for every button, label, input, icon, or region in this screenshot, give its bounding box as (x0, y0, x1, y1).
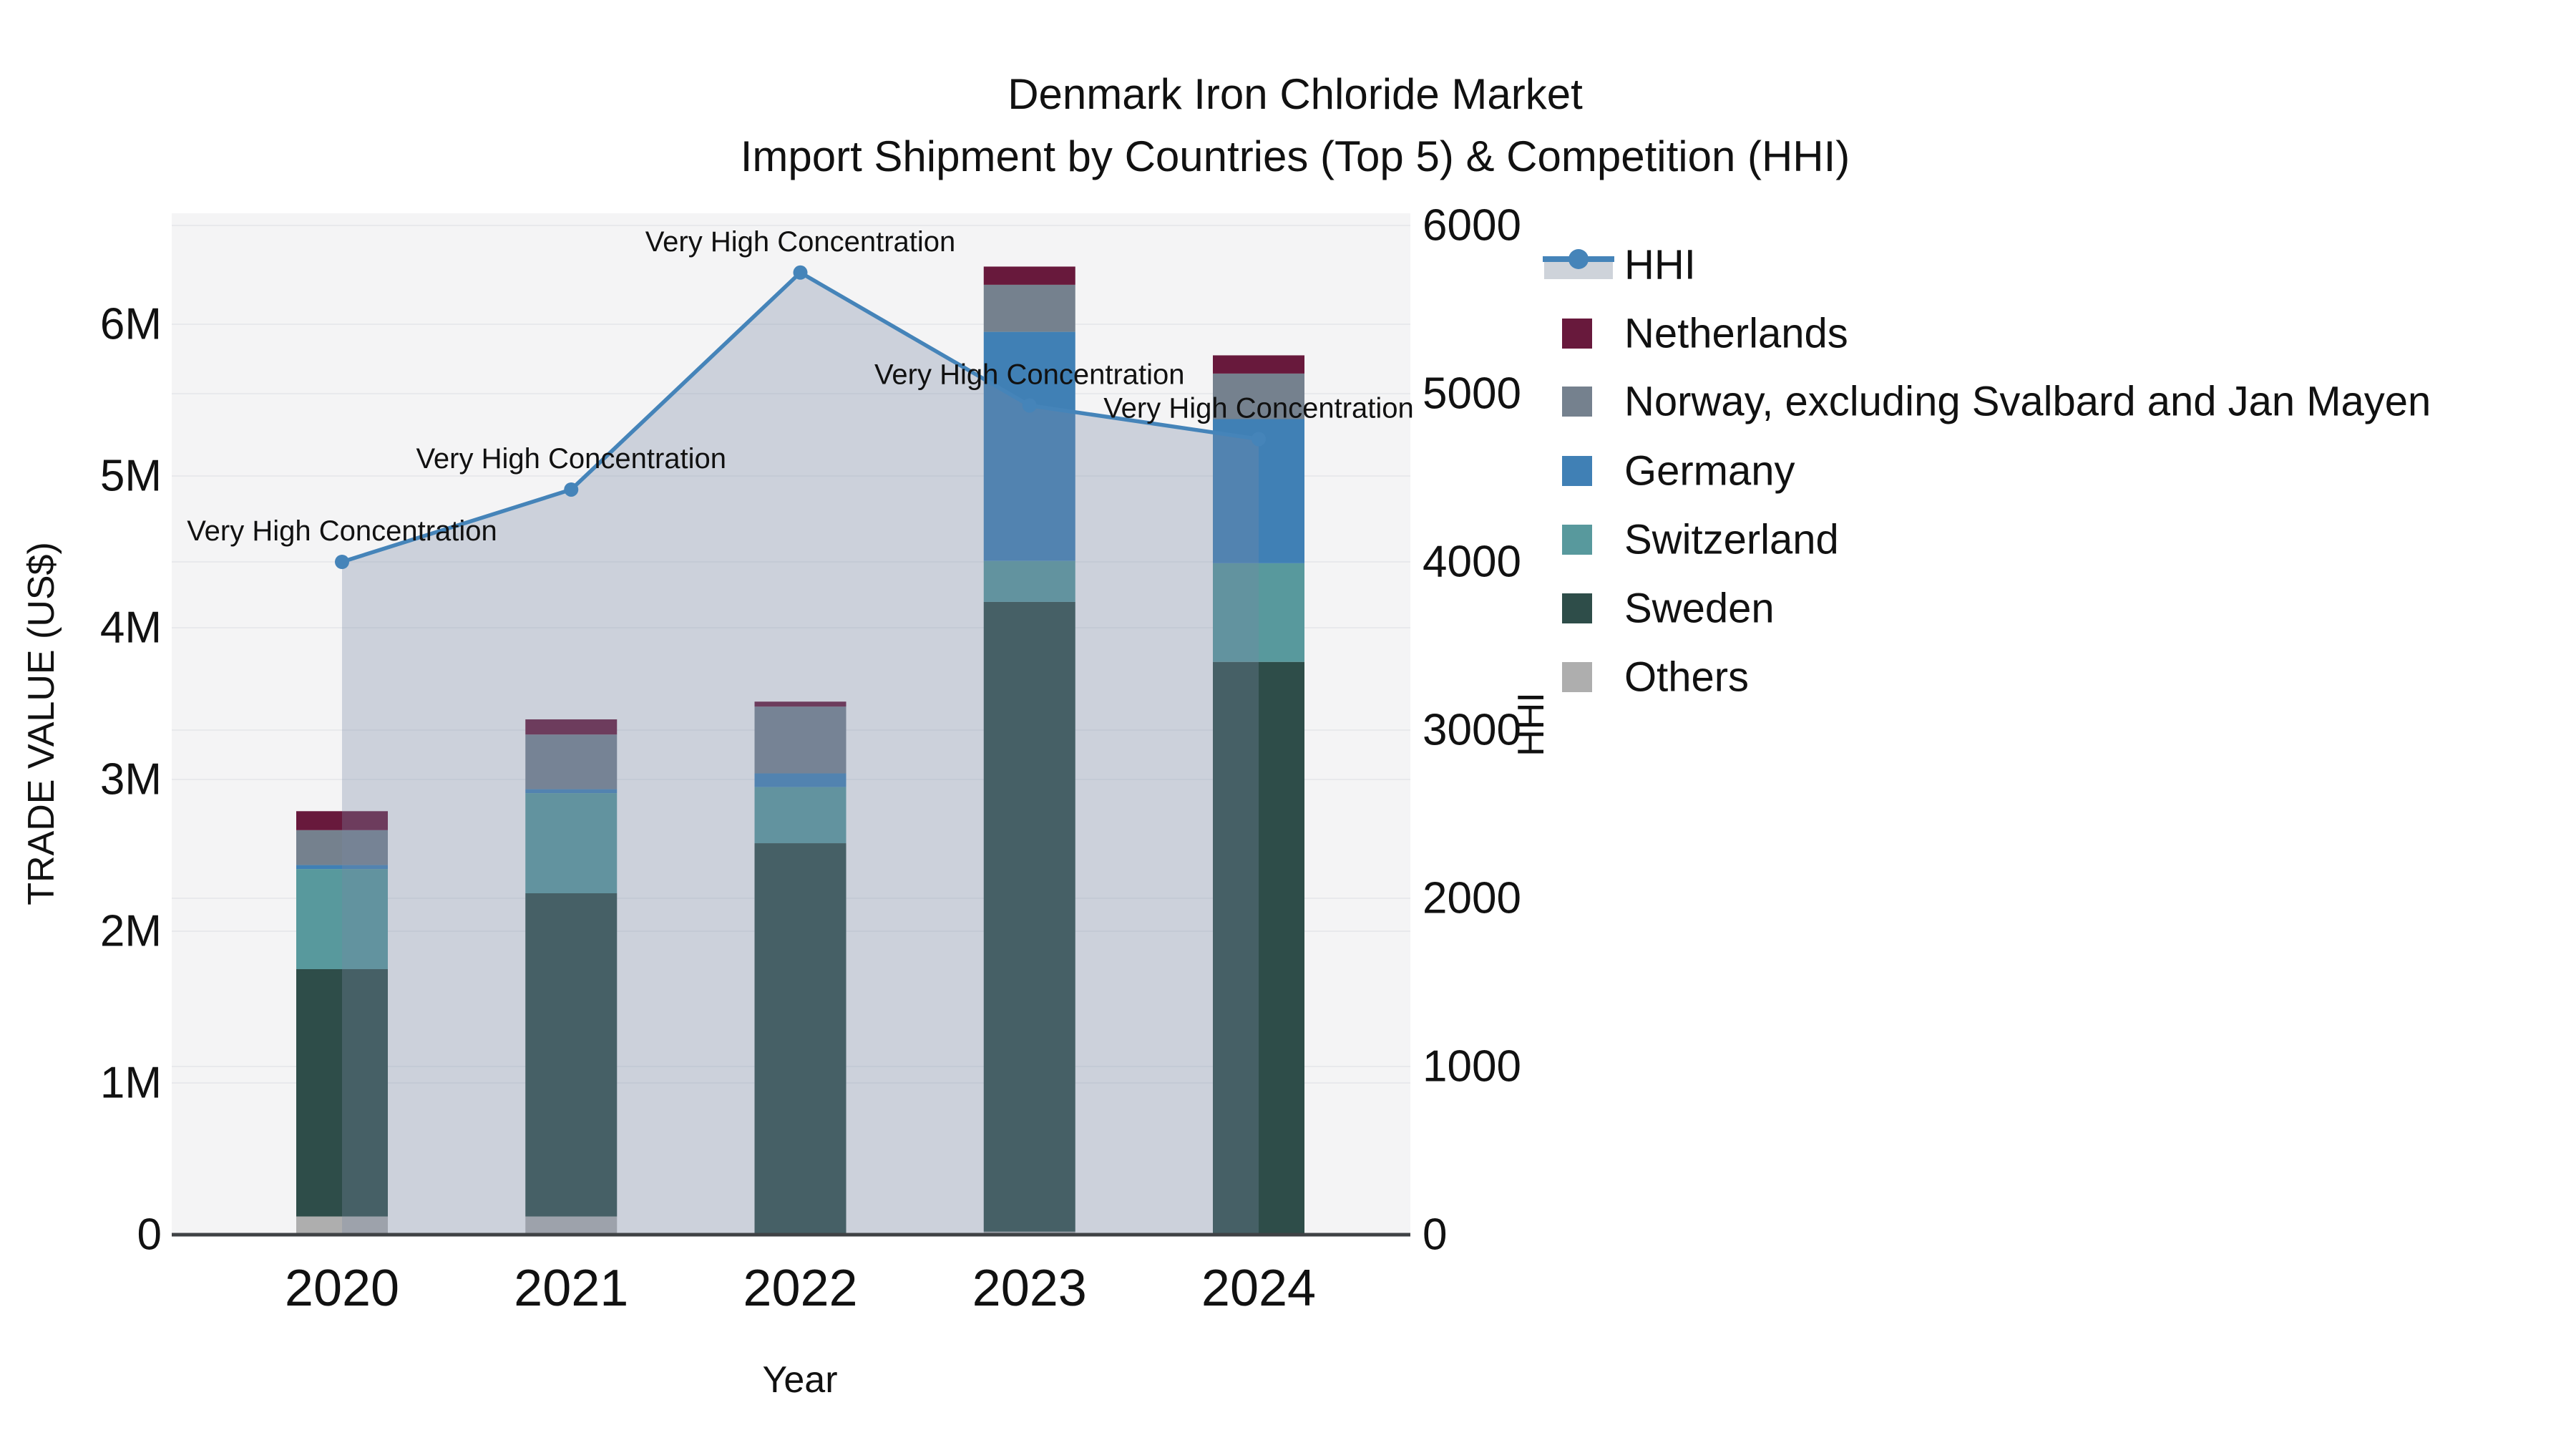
chart-title-line2: Import Shipment by Countries (Top 5) & C… (741, 132, 1850, 180)
bar-segment-netherlands-2024[interactable] (1213, 355, 1304, 374)
left-tick-2M: 2M (100, 907, 162, 956)
legend-item-sweden[interactable]: Sweden (1562, 585, 1775, 632)
bar-segment-switzerland-2022[interactable] (754, 787, 847, 844)
right-tick-6000: 6000 (1423, 201, 1521, 251)
legend-swatch (1562, 593, 1592, 623)
chart-title-line1: Denmark Iron Chloride Market (1008, 70, 1583, 118)
legend-item-norway[interactable]: Norway, excluding Svalbard and Jan Mayen (1562, 379, 2431, 425)
legend-item-others[interactable]: Others (1562, 654, 1749, 701)
bar-segment-sweden-2021[interactable] (525, 893, 618, 1217)
left-tick-1M: 1M (100, 1059, 162, 1108)
bar-segment-norway-2020[interactable] (296, 830, 388, 865)
legend-label: HHI (1624, 242, 1696, 288)
bar-segment-norway-2021[interactable] (525, 734, 618, 789)
right-tick-4000: 4000 (1423, 538, 1521, 587)
bar-segment-others-2021[interactable] (525, 1216, 618, 1235)
bar-segment-germany-2020[interactable] (296, 865, 388, 870)
bar-segment-germany-2023[interactable] (983, 331, 1075, 561)
legend-swatch (1562, 456, 1592, 486)
annotation-2023: Very High Concentration (874, 359, 1185, 390)
bar-segment-norway-2024[interactable] (1213, 373, 1304, 419)
x-axis-tick-labels: 2020 2021 2022 2023 2024 (285, 1260, 1316, 1317)
right-tick-1000: 1000 (1423, 1042, 1521, 1092)
bar-segment-switzerland-2021[interactable] (525, 793, 618, 893)
left-tick-3M: 3M (100, 755, 162, 805)
bar-segment-germany-2021[interactable] (525, 789, 618, 794)
left-tick-6M: 6M (100, 300, 162, 349)
legend-swatch (1562, 525, 1592, 555)
hhi-line-group (335, 265, 1266, 569)
right-tick-2000: 2000 (1423, 874, 1521, 923)
hhi-marker-2024[interactable] (1252, 432, 1266, 447)
bar-segment-netherlands-2022[interactable] (754, 701, 847, 707)
stacked-bars (296, 266, 1304, 1235)
annotation-2024: Very High Concentration (1103, 392, 1414, 424)
legend-label: Norway, excluding Svalbard and Jan Mayen (1624, 379, 2431, 425)
right-axis-tick-labels: 0 1000 2000 3000 4000 5000 6000 (1423, 201, 1521, 1260)
left-tick-4M: 4M (100, 603, 162, 653)
x-tick-2024: 2024 (1201, 1260, 1316, 1317)
left-tick-5M: 5M (100, 452, 162, 501)
legend-label: Germany (1624, 448, 1795, 495)
right-tick-3000: 3000 (1423, 706, 1521, 755)
bar-segment-others-2020[interactable] (296, 1216, 388, 1235)
bar-segment-norway-2023[interactable] (983, 284, 1075, 332)
legend-item-hhi[interactable]: HHI (1543, 242, 1696, 288)
bar-segment-switzerland-2024[interactable] (1213, 563, 1304, 662)
bar-segment-norway-2022[interactable] (754, 706, 847, 774)
legend-item-switzerland[interactable]: Switzerland (1562, 517, 1839, 563)
bar-segment-sweden-2020[interactable] (296, 969, 388, 1217)
right-axis-title: HHI (1511, 692, 1552, 757)
legend-item-netherlands[interactable]: Netherlands (1562, 311, 1848, 357)
x-tick-2023: 2023 (972, 1260, 1087, 1317)
legend: HHI Netherlands Norway, excluding Svalbard… (1543, 242, 2431, 701)
hhi-marker-2021[interactable] (564, 482, 579, 497)
left-axis-tick-labels: 0 1M 2M 3M 4M 5M 6M (100, 300, 162, 1260)
bar-segment-sweden-2023[interactable] (983, 601, 1075, 1232)
bottom-axis-title: Year (762, 1359, 837, 1401)
legend-swatch (1562, 319, 1592, 349)
legend-label: Switzerland (1624, 517, 1839, 563)
legend-hhi-marker-sample (1568, 249, 1589, 269)
right-tick-0: 0 (1423, 1210, 1447, 1260)
bar-segment-switzerland-2023[interactable] (983, 560, 1075, 602)
bar-segment-sweden-2022[interactable] (754, 843, 847, 1233)
legend-swatch (1562, 662, 1592, 692)
hhi-marker-2022[interactable] (793, 265, 808, 280)
legend-label: Netherlands (1624, 311, 1848, 357)
hhi-marker-2020[interactable] (335, 555, 349, 569)
annotation-2021: Very High Concentration (416, 443, 726, 475)
bar-segment-sweden-2024[interactable] (1213, 661, 1304, 1234)
left-tick-0: 0 (137, 1210, 162, 1260)
annotation-2022: Very High Concentration (645, 226, 956, 258)
bar-segment-netherlands-2023[interactable] (983, 266, 1075, 285)
hhi-marker-2023[interactable] (1022, 398, 1037, 413)
legend-label: Others (1624, 654, 1749, 701)
right-tick-5000: 5000 (1423, 369, 1521, 419)
annotation-2020: Very High Concentration (187, 515, 497, 547)
bar-segment-netherlands-2021[interactable] (525, 719, 618, 735)
hhi-area-fill (342, 272, 1259, 1235)
left-axis-title: TRADE VALUE (US$) (21, 542, 62, 905)
legend-swatch (1562, 387, 1592, 417)
x-tick-2022: 2022 (743, 1260, 857, 1317)
legend-item-germany[interactable]: Germany (1562, 448, 1795, 495)
bar-segment-netherlands-2020[interactable] (296, 811, 388, 830)
x-tick-2020: 2020 (285, 1260, 399, 1317)
legend-label: Sweden (1624, 585, 1775, 632)
bar-segment-germany-2022[interactable] (754, 773, 847, 787)
bar-segment-switzerland-2020[interactable] (296, 869, 388, 969)
hhi-area-path (342, 272, 1259, 1235)
x-tick-2021: 2021 (514, 1260, 628, 1317)
